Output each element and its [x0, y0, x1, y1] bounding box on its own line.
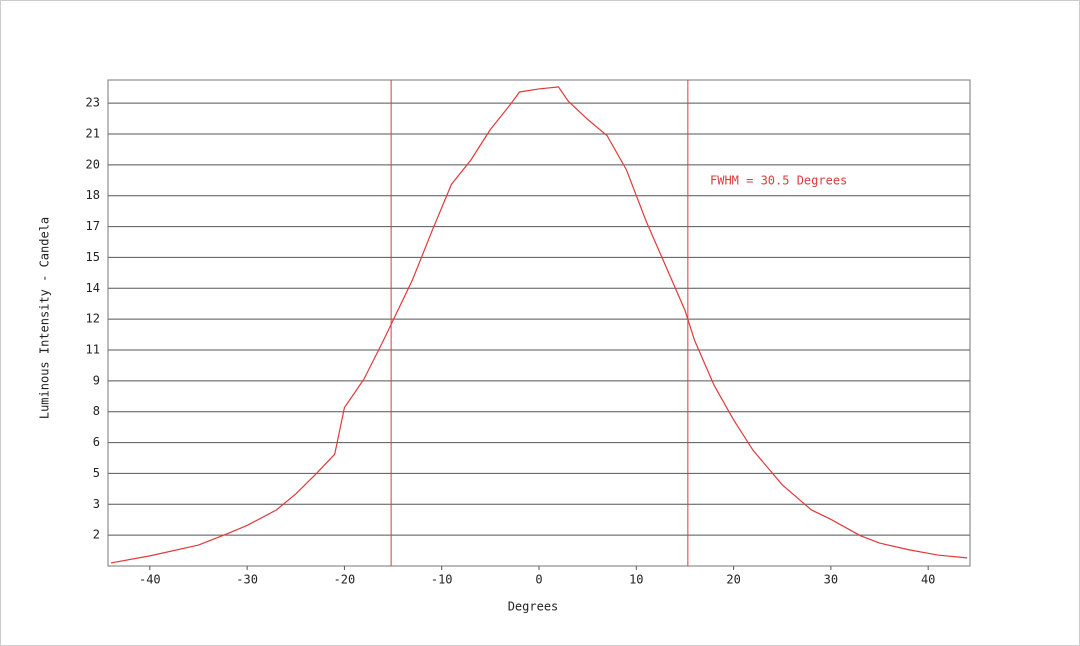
- x-tick-label: 20: [726, 573, 740, 587]
- x-tick-label: -10: [431, 573, 453, 587]
- y-tick-label: 8: [93, 404, 100, 418]
- y-tick-label: 15: [86, 250, 100, 264]
- y-tick-label: 9: [93, 373, 100, 387]
- y-tick-label: 12: [86, 312, 100, 326]
- y-axis-label: Luminous Intensity - Candela: [38, 217, 52, 419]
- intensity-line: [110, 86, 968, 564]
- x-tick-label: 40: [921, 573, 935, 587]
- y-tick-label: 14: [86, 281, 100, 295]
- x-tick-label: -40: [139, 573, 161, 587]
- y-tick-label: 5: [93, 466, 100, 480]
- y-tick-label: 11: [86, 343, 100, 357]
- x-tick-label: 30: [824, 573, 838, 587]
- y-tick-label: 23: [86, 96, 100, 110]
- x-tick-label: -30: [236, 573, 258, 587]
- x-axis-label: Degrees: [508, 600, 559, 614]
- x-tick-label: 10: [629, 573, 643, 587]
- x-tick-label: 0: [535, 573, 542, 587]
- y-tick-label: 6: [93, 435, 100, 449]
- fwhm-annotation: FWHM = 30.5 Degrees: [710, 174, 847, 188]
- y-tick-label: 2: [93, 528, 100, 542]
- y-tick-label: 17: [86, 219, 100, 233]
- x-tick-label: -20: [334, 573, 356, 587]
- y-tick-label: 21: [86, 127, 100, 141]
- y-tick-label: 3: [93, 497, 100, 511]
- y-tick-label: 20: [86, 157, 100, 171]
- y-tick-label: 18: [86, 188, 100, 202]
